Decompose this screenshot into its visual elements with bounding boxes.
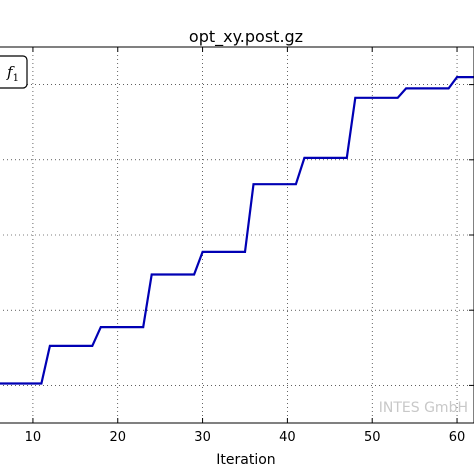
x-tick-label: 40 <box>279 430 296 445</box>
legend-box <box>0 55 28 89</box>
legend-entry-f1: f1 <box>6 63 19 84</box>
x-tick-label: 60 <box>449 430 466 445</box>
x-tick-label: 10 <box>25 430 42 445</box>
axis-ticks-layer <box>32 47 474 423</box>
x-tick-labels: 10 20 30 40 50 60 <box>25 430 466 445</box>
x-tick-label: 20 <box>109 430 126 445</box>
x-axis-label: Iteration <box>216 452 275 468</box>
x-tick-label: 30 <box>194 430 211 445</box>
series-line-f1 <box>0 75 474 385</box>
series-layer <box>0 75 474 385</box>
chart-title: opt_xy.post.gz <box>189 27 303 47</box>
grid-layer <box>0 47 474 423</box>
legend: f1 <box>0 55 28 89</box>
watermark: INTES GmbH <box>379 400 468 416</box>
plot-frame <box>0 46 474 424</box>
x-tick-label: 50 <box>364 430 381 445</box>
